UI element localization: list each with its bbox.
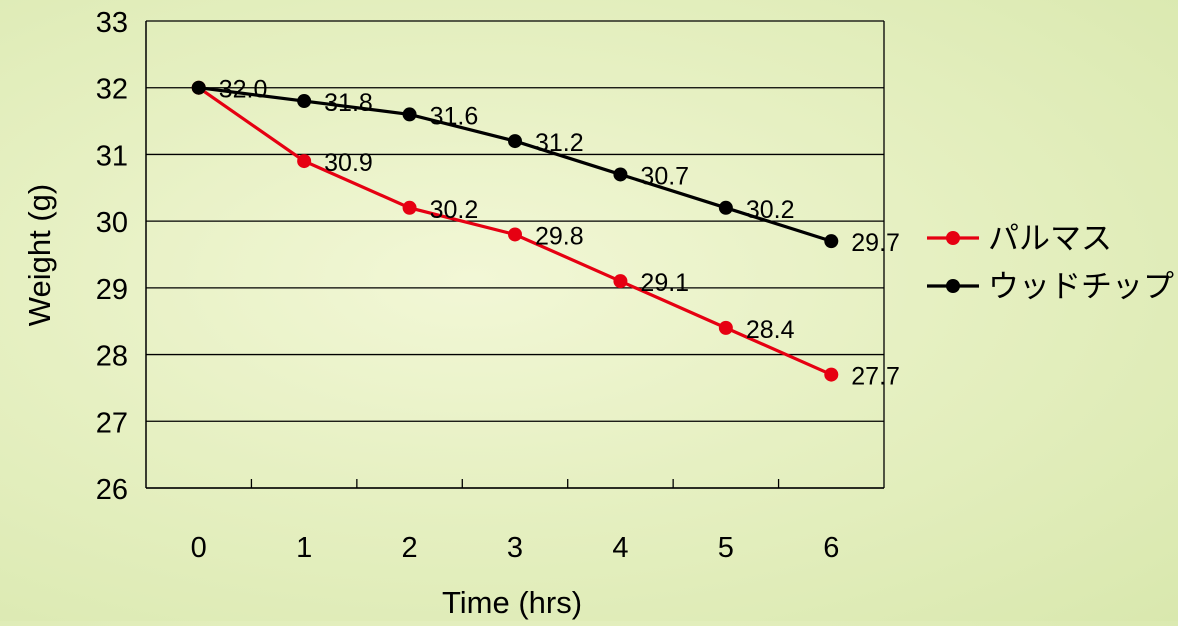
data-point	[402, 107, 417, 122]
data-label: 29.7	[851, 229, 900, 257]
legend-entry: ウッドチップ	[988, 269, 1174, 304]
data-label: 29.8	[535, 222, 584, 250]
data-label: 30.7	[640, 162, 689, 190]
data-label: 31.8	[324, 89, 373, 117]
data-point	[191, 80, 206, 95]
legend-swatch-marker	[946, 231, 960, 245]
x-tick-label: 5	[718, 532, 734, 564]
series-line-1	[198, 86, 832, 243]
data-point	[613, 167, 628, 182]
data-point	[718, 320, 733, 335]
data-label: 27.7	[851, 363, 900, 391]
y-tick-label: 26	[96, 474, 128, 506]
x-tick-label: 0	[191, 532, 207, 564]
axes: 26 27 28 29 30 31 32 33 0 1 2 3 4 5 6	[96, 7, 885, 564]
data-label: 28.4	[746, 316, 795, 344]
y-tick-label: 29	[96, 274, 128, 306]
legend-swatch-marker	[946, 279, 960, 293]
data-label: 30.2	[746, 196, 795, 224]
data-point	[613, 274, 628, 289]
data-point	[508, 134, 522, 149]
x-tick-label: 4	[612, 532, 628, 564]
y-tick-label: 28	[96, 341, 128, 373]
x-axis-title: Time (hrs)	[442, 585, 582, 620]
data-point	[508, 227, 522, 242]
series-layer	[191, 80, 839, 382]
y-tick-label: 27	[96, 407, 128, 439]
data-label: 29.1	[640, 269, 689, 297]
x-tick-label: 6	[823, 532, 839, 564]
data-point	[297, 94, 312, 109]
y-axis-title: Weight (g)	[22, 184, 57, 326]
data-point	[718, 200, 733, 215]
data-point	[402, 200, 417, 215]
y-tick-label: 32	[96, 74, 128, 106]
data-label: 30.9	[324, 149, 373, 177]
legend-entry: パルマス	[988, 221, 1112, 256]
data-labels: 30.9 30.2 29.8 29.1 28.4 27.7 32.0 31.8 31.6 31.2…	[219, 76, 900, 391]
data-point	[297, 154, 312, 169]
x-tick-label: 2	[402, 532, 418, 564]
data-point	[824, 234, 839, 249]
x-tick-label: 1	[296, 532, 312, 564]
x-tick-label: 3	[507, 532, 523, 564]
gridlines	[146, 20, 884, 489]
data-label: 31.2	[535, 129, 584, 157]
y-tick-label: 31	[96, 140, 128, 172]
y-tick-label: 33	[96, 7, 128, 39]
data-label: 31.6	[430, 102, 479, 130]
y-tick-label: 30	[96, 207, 128, 239]
data-label: 30.2	[430, 196, 479, 224]
data-label: 32.0	[219, 76, 268, 104]
data-point	[824, 367, 839, 382]
